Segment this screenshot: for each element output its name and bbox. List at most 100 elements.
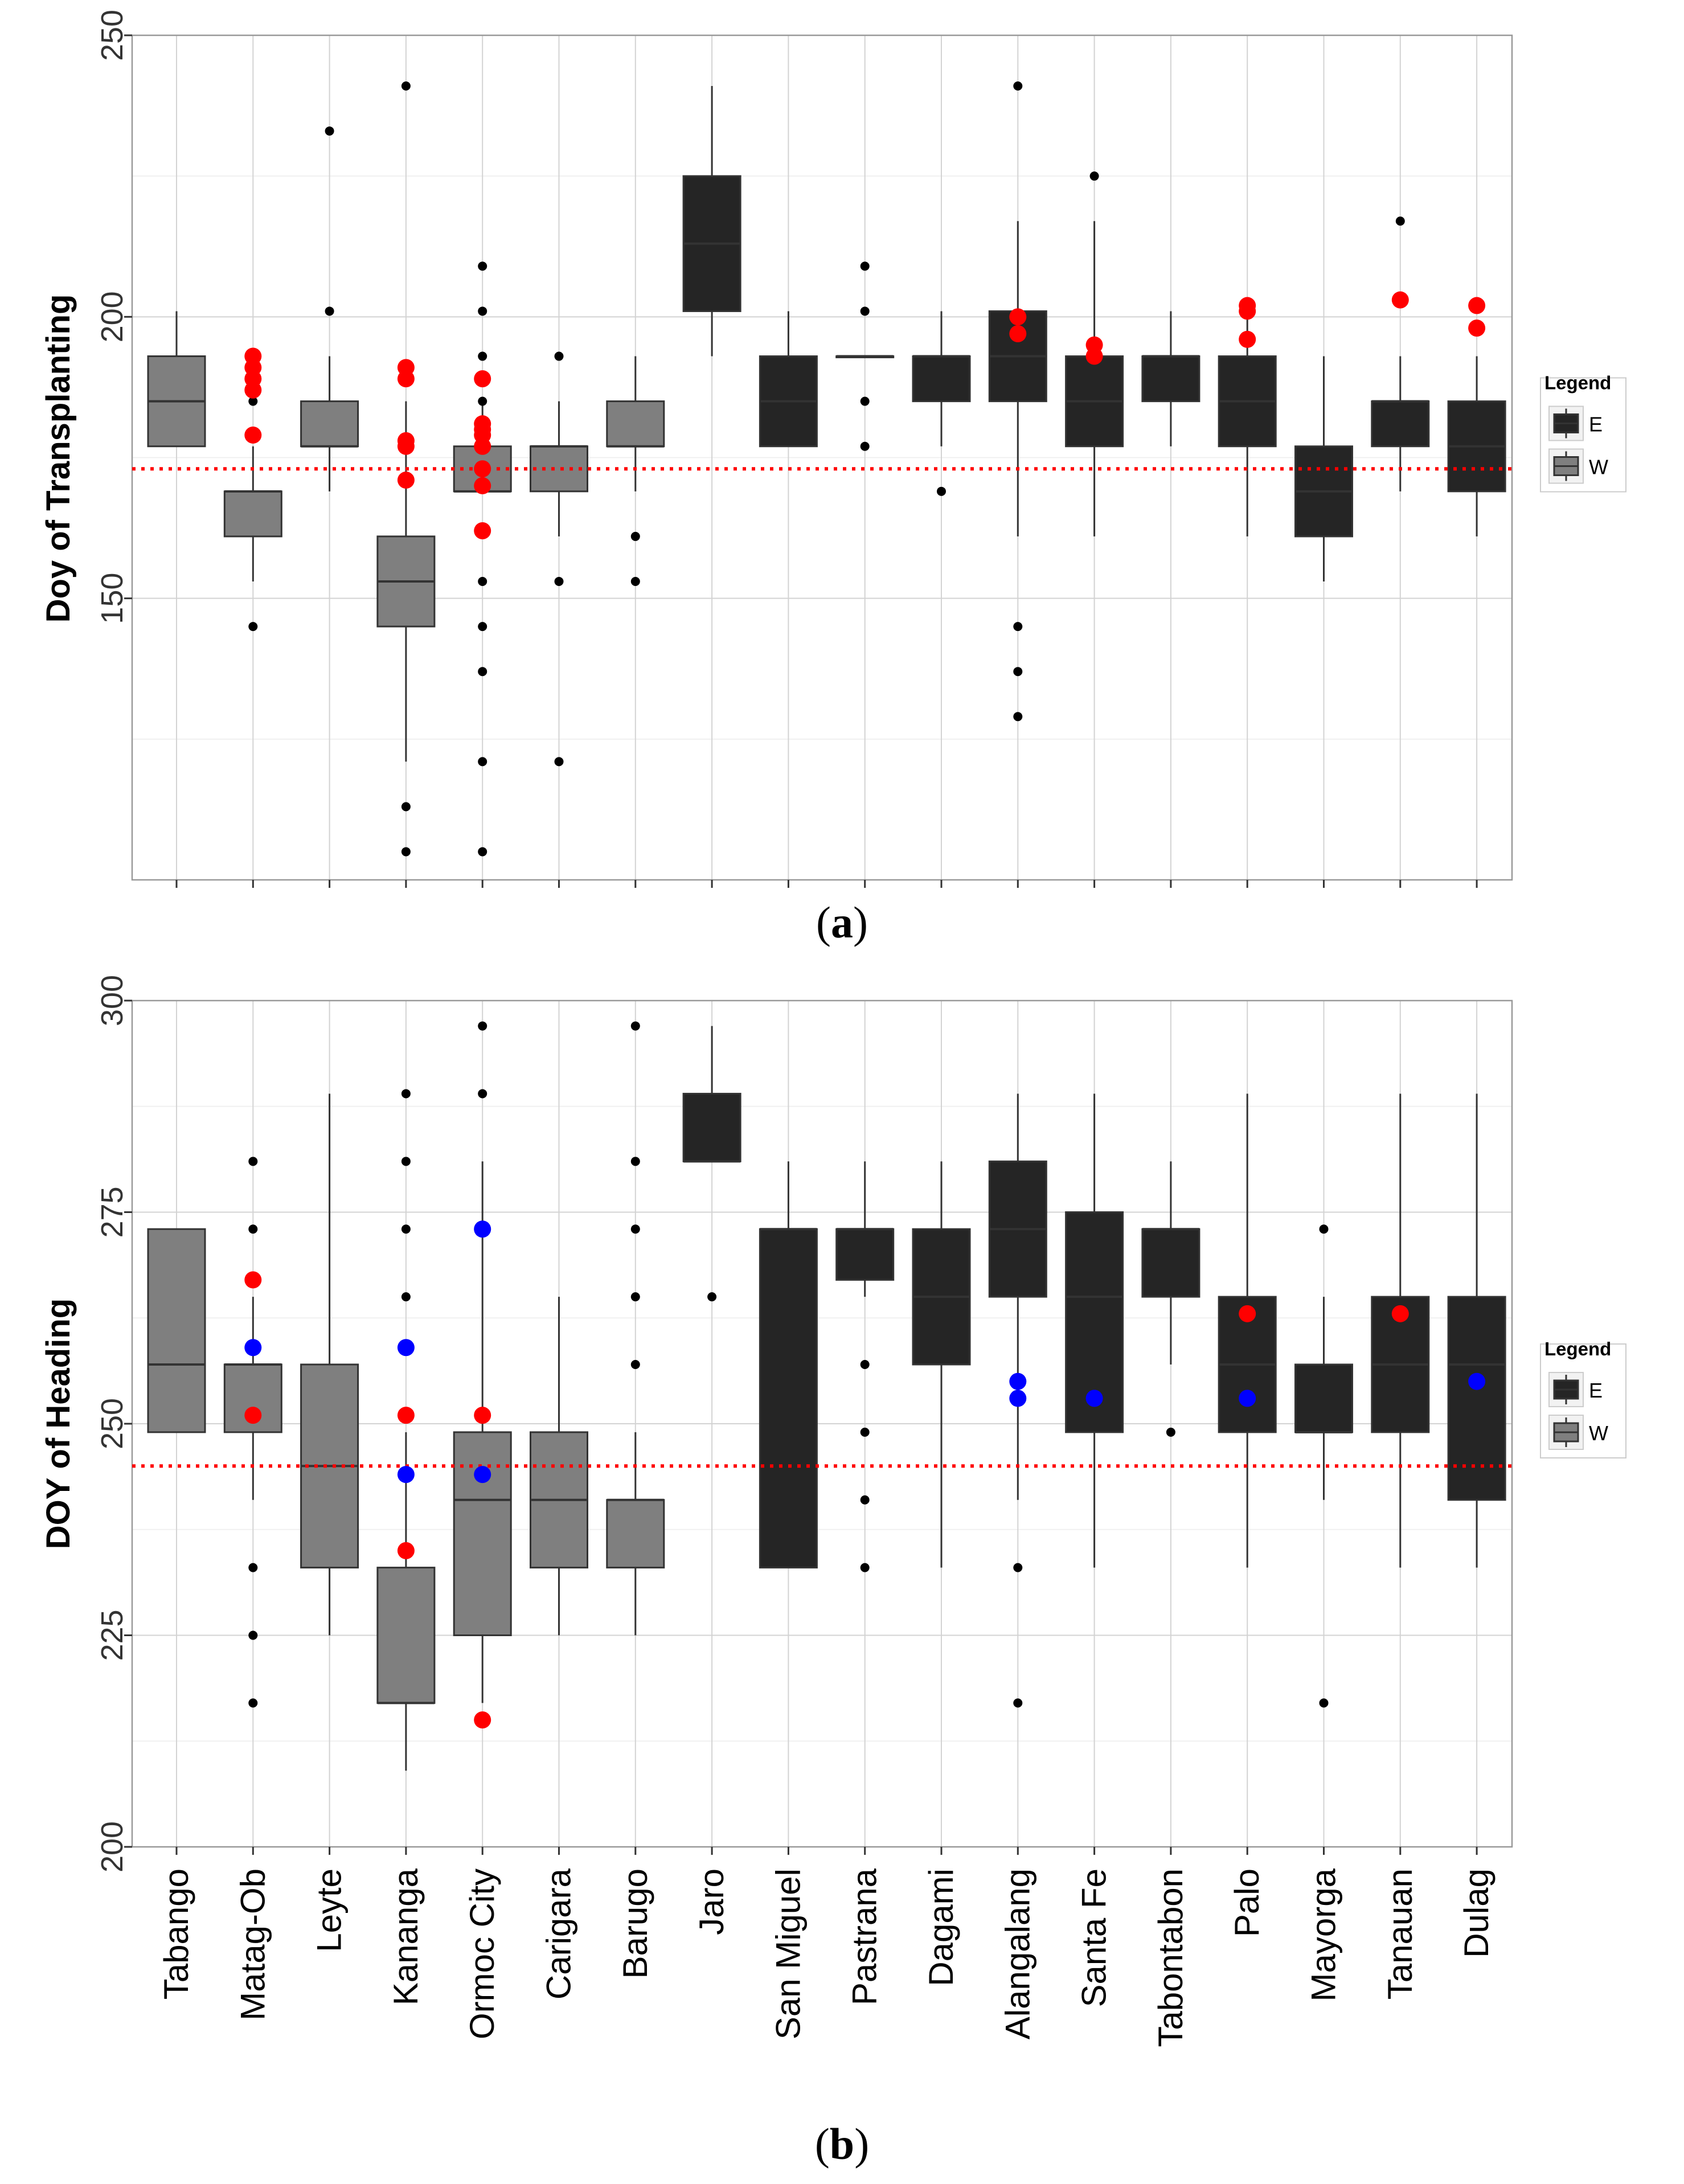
box-mayorga	[1294, 356, 1353, 582]
outlier-point	[401, 1292, 411, 1302]
outlier-point	[325, 126, 334, 136]
box-leyte	[300, 1093, 359, 1636]
legend: Legend EW	[1540, 1338, 1626, 1458]
box-dagami	[912, 1161, 971, 1568]
legend-title: Legend	[1544, 372, 1611, 394]
red-highlight-point	[397, 1407, 415, 1424]
x-category-label: Tanauan	[1381, 1869, 1419, 1999]
box-carigara	[530, 351, 588, 767]
legend-key-e: E	[1548, 405, 1603, 441]
outlier-point	[248, 622, 258, 632]
box-san-miguel	[759, 311, 818, 448]
box-tanauan	[1371, 216, 1430, 491]
legend-label: W	[1589, 1421, 1608, 1445]
box-body	[300, 400, 359, 448]
outlier-point	[478, 622, 487, 632]
red-highlight-point	[474, 1711, 491, 1729]
x-category-label: Matag-Ob	[233, 1869, 272, 2021]
red-highlight-point	[1468, 297, 1486, 314]
y-tick-label: 200	[95, 291, 129, 342]
outlier-point	[554, 757, 564, 767]
box-santa-fe	[1065, 1093, 1124, 1568]
outlier-point	[478, 757, 487, 767]
blue-highlight-point	[1009, 1390, 1027, 1407]
panel-a-caption: (a)	[816, 898, 868, 947]
y-tick-label: 150	[95, 573, 129, 624]
blue-highlight-point	[474, 1466, 491, 1484]
box-dulag	[1447, 1093, 1506, 1568]
box-body	[682, 1092, 741, 1162]
box-body	[1447, 1296, 1506, 1501]
box-leyte	[300, 126, 359, 491]
box-san-miguel	[759, 1161, 818, 1569]
outlier-point	[937, 486, 946, 496]
red-highlight-point	[1009, 325, 1027, 342]
red-highlight-point	[244, 1407, 262, 1424]
outlier-point	[707, 1292, 717, 1302]
outlier-point	[248, 396, 258, 406]
y-tick-label: 225	[95, 1609, 129, 1661]
blue-highlight-point	[1468, 1372, 1486, 1390]
blue-highlight-point	[397, 1339, 415, 1357]
y-axis-label: DOY of Heading	[40, 1298, 77, 1549]
red-highlight-point	[474, 477, 491, 494]
x-category-label: Mayorga	[1305, 1868, 1343, 2001]
box-kananga	[376, 81, 436, 857]
outlier-point	[630, 577, 640, 587]
outlier-point	[630, 1021, 640, 1031]
red-highlight-point	[1391, 1305, 1409, 1322]
x-category-label: Barugo	[616, 1869, 654, 1978]
outlier-point	[630, 1157, 640, 1166]
outlier-point	[478, 351, 487, 361]
outlier-point	[248, 1563, 258, 1572]
legend-label: E	[1589, 413, 1603, 436]
red-highlight-point	[474, 1407, 491, 1424]
outlier-point	[860, 1359, 870, 1369]
red-highlight-point	[244, 426, 262, 444]
outlier-point	[1013, 622, 1023, 632]
box-pastrana	[835, 1161, 895, 1572]
y-tick-label: 250	[95, 10, 129, 61]
outlier-point	[1013, 81, 1023, 91]
outlier-point	[478, 396, 487, 406]
box-body	[1141, 1228, 1200, 1298]
box-tanauan	[1371, 1093, 1430, 1568]
box-body	[453, 1431, 512, 1637]
outlier-point	[554, 351, 564, 361]
box-tabontabon	[1141, 311, 1200, 446]
outlier-point	[1395, 216, 1405, 226]
box-dagami	[912, 311, 971, 496]
y-tick-label: 300	[95, 975, 129, 1026]
box-alangalang	[988, 1093, 1047, 1708]
outlier-point	[478, 261, 487, 271]
y-tick-label: 200	[95, 1821, 129, 1872]
outlier-point	[860, 1563, 870, 1572]
legend-key-e: E	[1548, 1372, 1603, 1407]
red-highlight-point	[1239, 1305, 1256, 1322]
red-highlight-point	[1468, 319, 1486, 337]
legend: Legend EW	[1540, 372, 1626, 493]
red-highlight-point	[397, 370, 415, 388]
red-highlight-point	[1239, 302, 1256, 320]
blue-highlight-point	[474, 1220, 491, 1238]
x-category-label: Carigara	[540, 1868, 578, 1999]
x-category-label: Ormoc City	[463, 1869, 501, 2039]
outlier-point	[401, 81, 411, 91]
box-palo	[1218, 1093, 1277, 1568]
panel-b-caption: (b)	[814, 2119, 870, 2169]
blue-highlight-point	[1239, 1390, 1256, 1407]
legend-key-w: W	[1548, 1415, 1608, 1450]
legend-title: Legend	[1544, 1338, 1611, 1359]
box-body	[1371, 400, 1430, 448]
box-kananga	[376, 1089, 436, 1771]
box-carigara	[530, 1297, 588, 1636]
x-category-label: San Miguel	[769, 1869, 807, 2039]
outlier-point	[401, 847, 411, 857]
x-category-label: Palo	[1228, 1869, 1266, 1937]
red-highlight-point	[1239, 330, 1256, 348]
blue-highlight-point	[1085, 1390, 1103, 1407]
y-tick-label: 275	[95, 1186, 129, 1238]
x-category-label: Tabango	[157, 1869, 195, 1999]
x-category-label: Pastrana	[846, 1868, 884, 2005]
outlier-point	[248, 1698, 258, 1708]
